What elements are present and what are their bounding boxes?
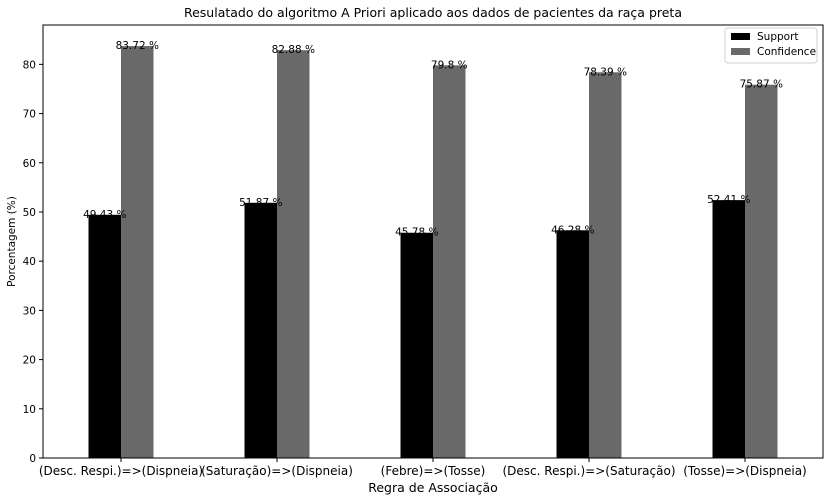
x-tick-label: (Saturação)=>(Dispneia) — [201, 464, 353, 478]
data-label-confidence: 78.39 % — [584, 66, 627, 78]
legend: Support Confidence — [724, 27, 818, 64]
y-tick-label: 20 — [23, 355, 36, 367]
data-label-support: 49.43 % — [83, 209, 126, 221]
data-label-confidence: 75.87 % — [740, 79, 783, 91]
y-tick-label: 30 — [23, 305, 36, 317]
legend-swatch-support — [731, 33, 750, 40]
data-label-confidence: 79.8 % — [431, 59, 468, 71]
data-label-support: 46.28 % — [551, 224, 594, 236]
x-tick-label: (Febre)=>(Tosse) — [381, 464, 486, 478]
y-tick-label: 10 — [23, 404, 36, 416]
bar-confidence — [121, 46, 154, 459]
y-tick-label: 80 — [23, 59, 36, 71]
y-tick-label: 0 — [29, 453, 36, 465]
x-tick-label: (Desc. Respi.)=>(Dispneia) — [39, 464, 203, 478]
bar-support — [556, 230, 589, 458]
y-tick-label: 50 — [23, 207, 36, 219]
y-tick-label: 70 — [23, 109, 36, 121]
y-axis-label: Porcentagem (%) — [6, 196, 18, 287]
data-label-support: 52.41 % — [707, 194, 750, 206]
data-label-support: 51.87 % — [239, 197, 282, 209]
bar-confidence — [433, 65, 466, 459]
bar-confidence — [745, 84, 778, 458]
bar-support — [88, 214, 121, 458]
bar-confidence — [277, 50, 310, 459]
bar-support — [244, 202, 277, 458]
x-axis: (Desc. Respi.)=>(Dispneia)(Saturação)=>(… — [39, 458, 807, 478]
data-label-confidence: 83.72 % — [116, 40, 159, 52]
chart-title: Resulatado do algoritmo A Priori aplicad… — [184, 5, 682, 20]
x-tick-label: (Tosse)=>(Dispneia) — [683, 464, 806, 478]
x-tick-label: (Desc. Respi.)=>(Saturação) — [503, 464, 676, 478]
data-label-support: 45.78 % — [395, 227, 438, 239]
legend-swatch-confidence — [731, 48, 750, 55]
legend-label-support: Support — [757, 31, 799, 43]
data-labels-group: 49.43 % 83.72 % 51.87 % 82.88 % 45.78 % 79.8 … — [83, 40, 783, 239]
bar-confidence — [589, 72, 622, 458]
bars-group — [88, 46, 778, 459]
y-tick-label: 40 — [23, 256, 36, 268]
data-label-confidence: 82.88 % — [272, 44, 315, 56]
bar-support — [400, 232, 433, 458]
bar-support — [712, 200, 745, 459]
legend-label-confidence: Confidence — [757, 46, 816, 58]
x-axis-label: Regra de Associação — [368, 480, 498, 495]
y-axis: 0 10 20 30 40 50 60 70 80 — [23, 59, 43, 465]
y-tick-label: 60 — [23, 158, 36, 170]
